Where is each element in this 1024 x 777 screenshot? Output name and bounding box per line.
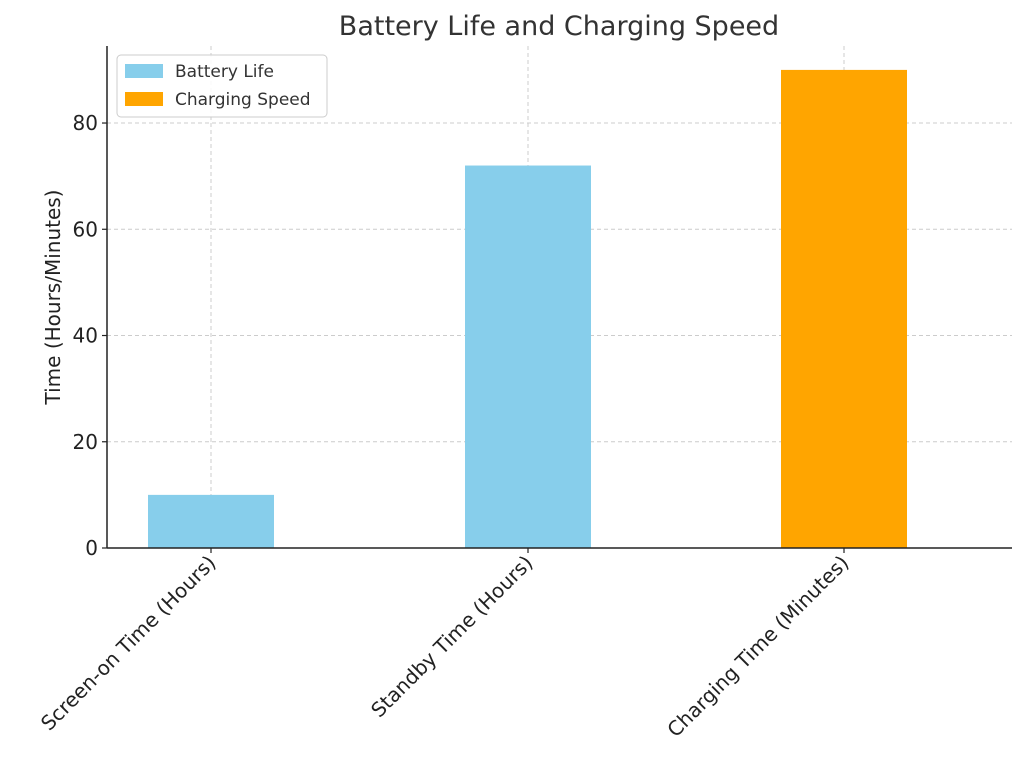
ticks-layer: 0 20 40 60 80 Screen-on Time (Hours) Standby T… — [36, 111, 854, 742]
bar-battery-life — [465, 165, 591, 548]
bars-layer — [148, 69, 907, 549]
chart-title: Battery Life and Charging Speed — [339, 11, 779, 42]
bar-battery-life — [148, 494, 274, 548]
x-tick-label: Screen-on Time (Hours) — [36, 551, 221, 736]
legend-swatch — [125, 64, 163, 78]
legend-label: Charging Speed — [175, 90, 311, 110]
legend-box — [116, 54, 328, 118]
y-tick-label: 0 — [85, 536, 98, 560]
y-tick-label: 80 — [73, 111, 98, 135]
legend-label: Battery Life — [175, 62, 274, 82]
x-tick-label: Standby Time (Hours) — [366, 551, 538, 723]
y-axis-label: Time (Hours/Minutes) — [41, 190, 65, 406]
grid-layer — [107, 46, 1012, 548]
y-tick-label: 40 — [73, 324, 98, 348]
legend: Battery Life Charging Speed — [116, 54, 328, 118]
y-tick-label: 20 — [73, 430, 98, 454]
x-tick-label: Charging Time (Minutes) — [662, 551, 853, 742]
axes-layer — [106, 46, 1012, 549]
legend-swatch — [125, 92, 163, 106]
y-tick-label: 60 — [73, 217, 98, 241]
bar-charging-speed — [781, 69, 907, 549]
